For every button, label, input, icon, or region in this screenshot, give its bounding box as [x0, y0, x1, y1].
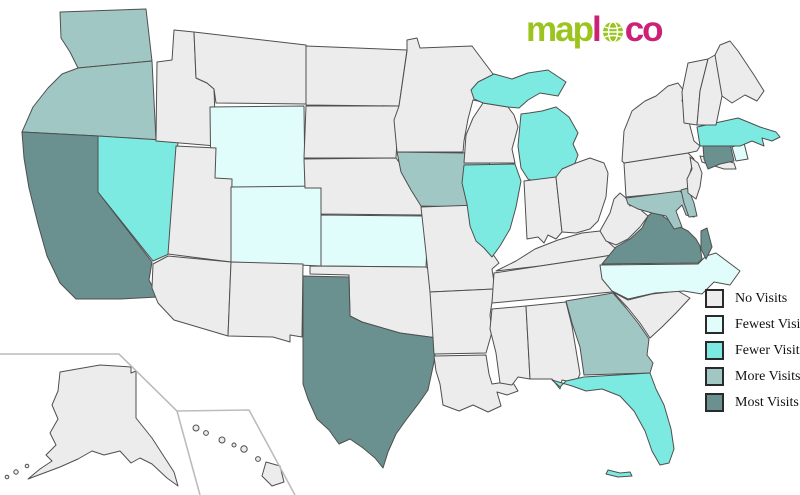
- state-oh[interactable]: [555, 157, 609, 234]
- legend-label: Most Visits: [735, 394, 799, 410]
- state-tx[interactable]: [302, 275, 438, 469]
- legend-item-fewest-visits: Fewest Visits: [705, 315, 800, 334]
- state-ny[interactable]: [621, 82, 701, 164]
- state-ks[interactable]: [320, 214, 429, 268]
- state-il[interactable]: [461, 163, 522, 258]
- state-ar[interactable]: [429, 288, 495, 355]
- logo-text-co: co: [624, 9, 664, 49]
- state-co[interactable]: [230, 185, 322, 267]
- hawaii-inset-border: [176, 409, 296, 495]
- state-mi-upper[interactable]: [470, 69, 567, 109]
- legend-label: Fewer Visits: [735, 342, 800, 358]
- state-ak-island[interactable]: [4, 474, 10, 480]
- state-nm[interactable]: [227, 261, 304, 343]
- state-wi[interactable]: [463, 102, 519, 164]
- legend-item-more-visits: More Visits: [705, 367, 800, 386]
- state-in[interactable]: [523, 176, 563, 244]
- state-fl-keys[interactable]: [605, 469, 633, 478]
- legend-item-no-visits: No Visits: [705, 289, 800, 308]
- legend-label: Fewest Visits: [735, 316, 800, 332]
- alaska-inset-border: [0, 353, 201, 495]
- state-az[interactable]: [151, 255, 232, 337]
- state-or[interactable]: [21, 60, 157, 141]
- logo-text-map: map: [526, 9, 594, 49]
- state-sd[interactable]: [303, 105, 400, 159]
- state-la[interactable]: [433, 354, 519, 413]
- state-hi-island[interactable]: [240, 445, 248, 453]
- legend-label: No Visits: [735, 290, 788, 306]
- state-mn[interactable]: [393, 37, 506, 153]
- legend-item-fewer-visits: Fewer Visits: [705, 341, 800, 360]
- state-hi-island[interactable]: [231, 442, 237, 448]
- state-hi-island[interactable]: [218, 436, 226, 444]
- logo-text-l: l: [591, 9, 602, 49]
- state-ut[interactable]: [167, 145, 233, 263]
- state-hi-big-island[interactable]: [261, 461, 285, 487]
- globe-icon: [602, 14, 624, 49]
- legend-swatch-fewer-visits: [705, 341, 724, 360]
- state-ma[interactable]: [696, 117, 781, 147]
- legend-label: More Visits: [735, 368, 800, 384]
- maploco-logo[interactable]: map l co: [526, 9, 664, 49]
- state-mi-lower[interactable]: [517, 106, 579, 184]
- legend-swatch-more-visits: [705, 367, 724, 386]
- state-va-eastern-shore[interactable]: [700, 227, 713, 260]
- map-legend: No Visits Fewest Visits Fewer Visits Mor…: [705, 289, 800, 412]
- state-wa[interactable]: [59, 8, 153, 69]
- legend-swatch-fewest-visits: [705, 315, 724, 334]
- state-sc[interactable]: [612, 290, 691, 339]
- state-hi-island[interactable]: [203, 430, 209, 436]
- state-wy[interactable]: [209, 105, 306, 190]
- legend-swatch-no-visits: [705, 289, 724, 308]
- legend-swatch-most-visits: [705, 393, 724, 412]
- state-ms[interactable]: [489, 305, 531, 386]
- state-me[interactable]: [714, 40, 765, 104]
- state-hi-island[interactable]: [255, 456, 261, 462]
- state-fl[interactable]: [551, 372, 675, 466]
- state-ak[interactable]: [27, 364, 179, 487]
- state-nd[interactable]: [305, 45, 408, 107]
- state-ak-island[interactable]: [24, 463, 30, 469]
- legend-item-most-visits: Most Visits: [705, 393, 800, 412]
- state-hi-island[interactable]: [192, 424, 200, 432]
- state-ga[interactable]: [565, 292, 654, 376]
- state-nj[interactable]: [686, 156, 703, 200]
- state-ak-island[interactable]: [13, 469, 19, 475]
- state-va[interactable]: [601, 208, 703, 265]
